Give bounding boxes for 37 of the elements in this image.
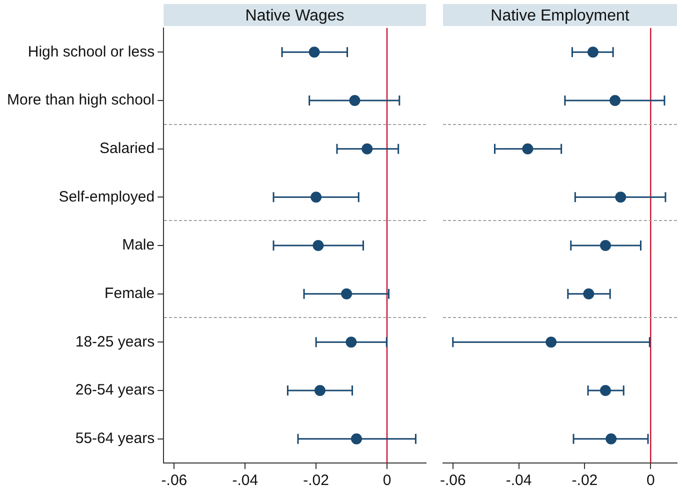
y-tick-label: Salaried: [100, 140, 155, 157]
y-tick-label: Male: [122, 236, 155, 254]
point: [346, 336, 357, 348]
x-tick-label: -.02: [303, 472, 329, 490]
point: [314, 385, 326, 396]
point: [522, 143, 534, 154]
y-tick-label: 18-25 years: [75, 333, 155, 350]
y-tick-label: 26-54 years: [75, 382, 155, 399]
point: [600, 240, 611, 251]
point: [349, 95, 360, 106]
point: [600, 385, 611, 396]
y-tick-label: High school or less: [28, 43, 155, 60]
point: [350, 433, 362, 444]
chart-title: Native Employment: [490, 7, 630, 24]
point: [312, 240, 324, 251]
x-tick-label: -.04: [232, 472, 258, 490]
x-tick-label: 0: [646, 472, 655, 490]
point: [362, 143, 373, 154]
point: [308, 46, 320, 58]
point: [610, 95, 621, 106]
point: [606, 433, 617, 444]
chart-title: Native Wages: [245, 7, 344, 24]
x-tick-label: 0: [382, 472, 392, 490]
point: [341, 288, 352, 300]
x-tick-label: -.02: [572, 472, 598, 490]
point: [587, 46, 598, 58]
point: [310, 192, 322, 203]
y-tick-label: 55-64 years: [75, 430, 155, 447]
x-tick-label: -.06: [440, 472, 466, 490]
point: [583, 288, 594, 300]
point: [546, 336, 557, 348]
y-tick-label: More than high school: [6, 92, 155, 109]
x-tick-label: -.06: [161, 472, 188, 490]
x-tick-label: -.04: [506, 472, 532, 490]
point: [615, 192, 626, 203]
y-tick-label: Self-employed: [58, 188, 155, 206]
y-tick-label: Female: [104, 284, 155, 302]
